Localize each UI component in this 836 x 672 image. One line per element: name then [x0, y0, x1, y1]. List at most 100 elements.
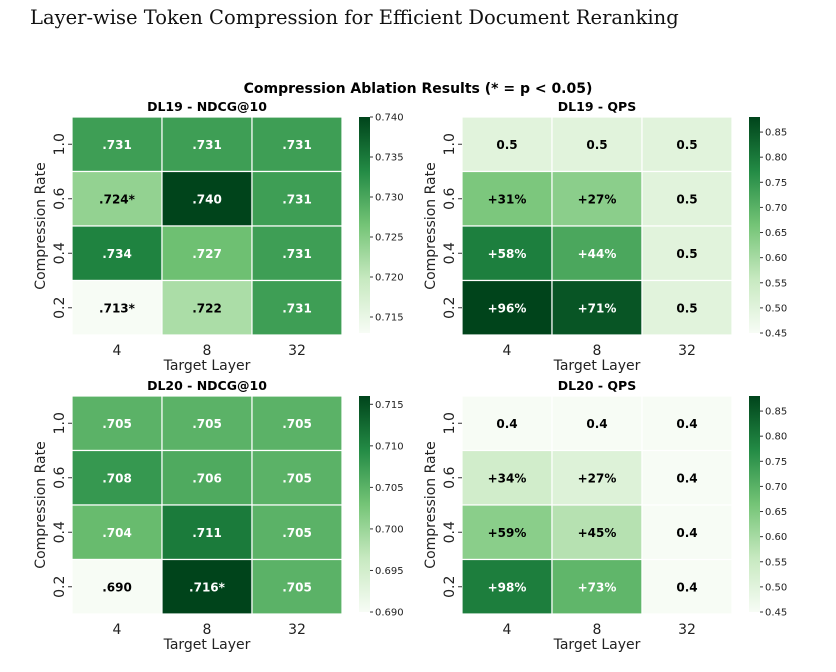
y-tick-label: 1.0	[442, 412, 458, 434]
y-tick-label: 0.6	[52, 188, 68, 210]
cell-label: .731	[102, 138, 132, 152]
colorbar-tick-label: 0.75	[765, 457, 787, 468]
heatmap-cell	[71, 279, 163, 336]
colorbar-tick-label: 0.60	[765, 532, 787, 543]
x-tick-label: 32	[678, 622, 696, 638]
cell-label: +59%	[488, 526, 527, 540]
colorbar	[749, 117, 760, 333]
cell-label: .731	[282, 192, 312, 206]
cell-label: +44%	[578, 247, 617, 261]
y-tick-label: 0.2	[442, 576, 458, 598]
cell-label: 0.4	[676, 526, 697, 540]
heatmap-cell	[71, 395, 163, 452]
heatmap-cell	[461, 449, 553, 506]
colorbar-tick-label: 0.80	[765, 153, 787, 164]
cell-label: +27%	[578, 192, 617, 206]
heatmap-panel: DL20 - NDCG@10 .705 .705 .705 .708 .706 .705 .7…	[33, 378, 404, 653]
y-tick-label: 0.4	[52, 242, 68, 264]
colorbar	[749, 396, 760, 612]
cell-label: .727	[192, 247, 222, 261]
cell-label: +71%	[578, 301, 617, 315]
colorbar-tick-label: 0.720	[375, 273, 404, 284]
cell-label: +58%	[488, 247, 527, 261]
cell-label: .731	[282, 301, 312, 315]
colorbar-tick-label: 0.715	[375, 400, 404, 411]
heatmap-cell	[251, 504, 343, 561]
heatmap-cell	[161, 395, 253, 452]
colorbar-tick-label: 0.60	[765, 253, 787, 264]
heatmap-cell	[161, 225, 253, 282]
colorbar-tick-label: 0.715	[375, 313, 404, 324]
x-tick-label: 4	[113, 622, 122, 638]
y-tick-label: 0.4	[442, 242, 458, 264]
colorbar-tick-label: 0.70	[765, 203, 787, 214]
cell-label: 0.4	[586, 417, 607, 431]
cell-label: +31%	[488, 192, 527, 206]
x-tick-label: 4	[503, 343, 512, 359]
panel-title: DL19 - NDCG@10	[147, 99, 267, 114]
heatmap-panel: DL20 - QPS 0.4 0.4 0.4 +34% +27% 0.4 +59% +45% 0.…	[423, 378, 787, 653]
y-tick-label: 1.0	[442, 133, 458, 155]
colorbar-tick-label: 0.725	[375, 233, 404, 244]
heatmap-cell	[641, 225, 733, 282]
colorbar-tick-label: 0.705	[375, 483, 404, 494]
heatmap-cell	[551, 449, 643, 506]
y-tick-label: 0.6	[52, 467, 68, 489]
cell-label: .706	[192, 471, 222, 485]
colorbar-tick-label: 0.730	[375, 193, 404, 204]
cell-label: 0.4	[676, 471, 697, 485]
heatmap-cell	[161, 279, 253, 336]
heatmap-cell	[641, 279, 733, 336]
cell-label: .722	[192, 301, 222, 315]
cell-label: +45%	[578, 526, 617, 540]
heatmap-cell	[251, 225, 343, 282]
cell-label: .708	[102, 471, 132, 485]
colorbar-tick-label: 0.55	[765, 278, 787, 289]
cell-label: .705	[282, 471, 312, 485]
cell-label: +34%	[488, 471, 527, 485]
cell-label: 0.5	[676, 192, 697, 206]
heatmap-cell	[461, 279, 553, 336]
heatmap-cell	[551, 116, 643, 173]
heatmap-cell	[251, 279, 343, 336]
heatmap-cell	[251, 449, 343, 506]
colorbar	[359, 117, 370, 333]
y-tick-label: 0.6	[442, 188, 458, 210]
heatmap-cell	[461, 225, 553, 282]
cell-label: 0.5	[676, 247, 697, 261]
x-tick-label: 8	[203, 343, 212, 359]
colorbar-tick-label: 0.80	[765, 432, 787, 443]
colorbar-tick-label: 0.70	[765, 482, 787, 493]
heatmap-cell	[551, 395, 643, 452]
colorbar-tick-label: 0.55	[765, 557, 787, 568]
cell-label: .711	[192, 526, 222, 540]
y-tick-label: 0.6	[442, 467, 458, 489]
y-axis-label: Compression Rate	[33, 441, 49, 568]
x-axis-label: Target Layer	[163, 637, 251, 653]
x-tick-label: 8	[203, 622, 212, 638]
x-tick-label: 4	[503, 622, 512, 638]
panel-title: DL20 - NDCG@10	[147, 378, 267, 393]
y-tick-label: 0.2	[442, 297, 458, 319]
x-axis-label: Target Layer	[163, 358, 251, 374]
page-heading: Layer-wise Token Compression for Efficie…	[30, 6, 679, 29]
colorbar-tick-label: 0.45	[765, 329, 787, 340]
colorbar-tick-label: 0.700	[375, 524, 404, 535]
cell-label: .690	[102, 580, 132, 594]
cell-label: 0.5	[676, 301, 697, 315]
colorbar-tick-label: 0.85	[765, 128, 787, 139]
cell-label: .724*	[99, 192, 136, 206]
heatmap-cell	[551, 225, 643, 282]
cell-label: .704	[102, 526, 132, 540]
cell-label: +96%	[488, 301, 527, 315]
cell-label: +27%	[578, 471, 617, 485]
cell-label: .734	[102, 247, 132, 261]
heatmap-cell	[641, 449, 733, 506]
y-tick-label: 0.2	[52, 576, 68, 598]
heatmap-cell	[551, 558, 643, 615]
panel-title: DL20 - QPS	[558, 378, 636, 393]
colorbar-tick-label: 0.65	[765, 228, 787, 239]
colorbar-tick-label: 0.695	[375, 566, 404, 577]
colorbar-tick-label: 0.45	[765, 608, 787, 619]
